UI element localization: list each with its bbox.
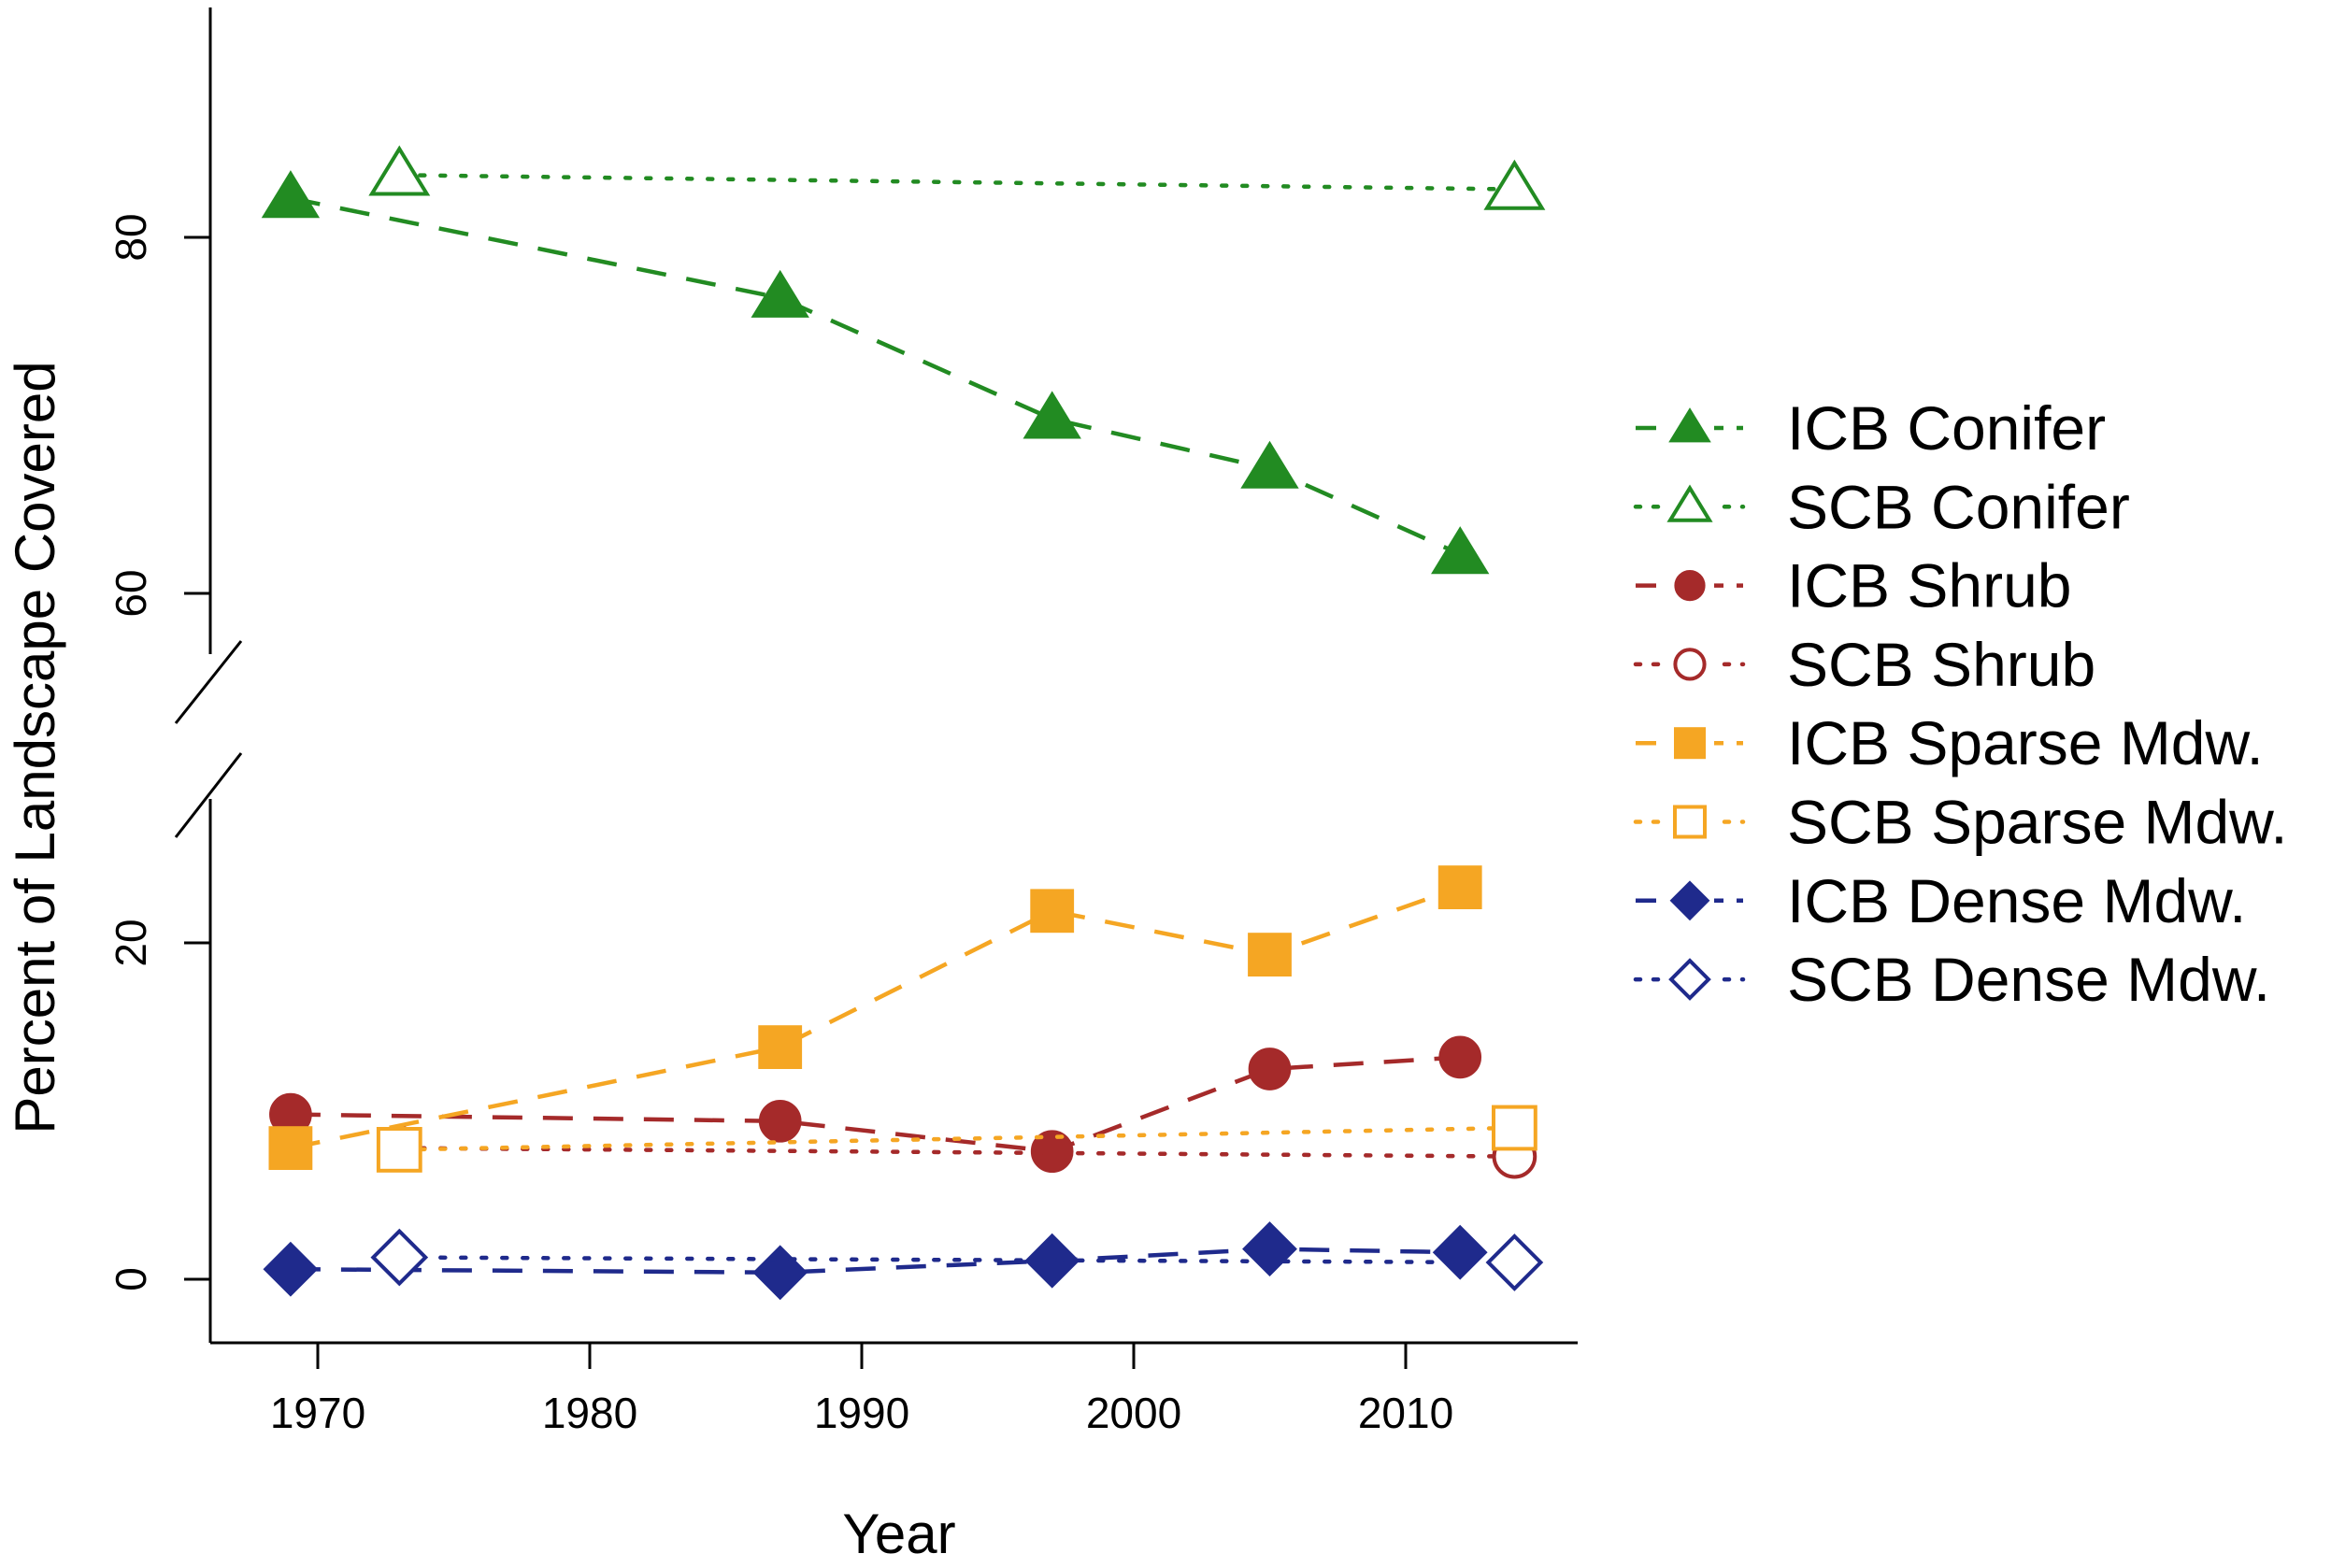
data-point-icb-sparse-mdw: [1248, 933, 1292, 977]
data-point-icb-dense-mdw: [263, 1241, 319, 1297]
legend-label-icb-sparse-mdw: ICB Sparse Mdw.: [1787, 708, 2264, 777]
legend-marker-scb-shrub: [1673, 648, 1707, 681]
data-point-scb-dense-mdw: [1485, 1233, 1544, 1291]
data-point-icb-shrub: [1030, 1130, 1074, 1174]
data-point-icb-dense-mdw: [1432, 1224, 1488, 1280]
x-tick-label: 2000: [1086, 1389, 1181, 1437]
data-point-icb-sparse-mdw: [758, 1025, 803, 1069]
legend-item-scb-dense-mdw: SCB Dense Mdw.: [1633, 945, 2270, 1014]
legend-label-scb-sparse-mdw: SCB Sparse Mdw.: [1787, 788, 2288, 857]
series-icb-shrub: [269, 1035, 1482, 1174]
x-tick-label: 1990: [814, 1389, 909, 1437]
legend-marker-icb-shrub: [1674, 570, 1706, 602]
legend-marker-scb-conifer: [1666, 484, 1713, 522]
legend-label-icb-dense-mdw: ICB Dense Mdw.: [1787, 866, 2247, 935]
data-point-icb-sparse-mdw: [268, 1126, 313, 1170]
x-tick-label: 1970: [270, 1389, 365, 1437]
legend-item-icb-sparse-mdw: ICB Sparse Mdw.: [1636, 708, 2264, 777]
legend-item-icb-shrub: ICB Shrub: [1636, 551, 2071, 620]
y-tick-label: 60: [107, 569, 155, 617]
data-point-scb-dense-mdw: [370, 1228, 429, 1287]
series-scb-dense-mdw: [370, 1228, 1544, 1291]
y-tick-label: 80: [107, 213, 155, 261]
data-point-scb-conifer: [368, 145, 431, 196]
legend-item-scb-conifer: SCB Conifer: [1633, 472, 2130, 541]
legend-label-scb-dense-mdw: SCB Dense Mdw.: [1787, 945, 2270, 1014]
legend-marker-scb-dense-mdw: [1668, 958, 1711, 1001]
legend-marker-icb-dense-mdw: [1669, 880, 1710, 921]
data-point-icb-conifer: [261, 170, 321, 219]
series-scb-shrub: [377, 1125, 1537, 1179]
legend: ICB Conifer SCB Conifer ICB Shrub SCB Shrub…: [1633, 393, 2288, 1014]
series-layer: [261, 145, 1546, 1301]
legend-marker-icb-conifer: [1668, 407, 1711, 443]
data-point-icb-conifer: [1022, 391, 1081, 439]
y-tick-label: 20: [107, 919, 155, 966]
data-point-icb-sparse-mdw: [1437, 865, 1482, 910]
data-point-icb-conifer: [1240, 440, 1299, 489]
legend-marker-icb-sparse-mdw: [1674, 727, 1706, 760]
x-tick-label: 1980: [542, 1389, 637, 1437]
legend-label-icb-conifer: ICB Conifer: [1787, 393, 2106, 463]
data-point-scb-conifer: [1483, 159, 1546, 210]
series-scb-conifer: [368, 145, 1546, 210]
legend-item-icb-conifer: ICB Conifer: [1636, 393, 2106, 463]
legend-label-scb-shrub: SCB Shrub: [1787, 630, 2095, 699]
series-icb-conifer: [261, 170, 1490, 575]
data-point-icb-dense-mdw: [1242, 1221, 1297, 1277]
series-line-icb-sparse-mdw: [290, 885, 1461, 1150]
data-point-icb-shrub: [758, 1099, 802, 1143]
series-line-scb-dense-mdw: [397, 1255, 1517, 1265]
series-scb-sparse-mdw: [376, 1105, 1537, 1173]
axis-break-mark: [174, 752, 243, 838]
data-point-scb-sparse-mdw: [1492, 1105, 1537, 1151]
legend-marker-scb-sparse-mdw: [1673, 805, 1707, 839]
data-point-icb-conifer: [1431, 526, 1490, 575]
x-tick-label: 2010: [1358, 1389, 1453, 1437]
data-point-scb-sparse-mdw: [376, 1127, 422, 1173]
series-line-scb-conifer: [397, 173, 1517, 192]
x-axis-title: Year: [842, 1503, 955, 1565]
legend-item-scb-shrub: SCB Shrub: [1633, 630, 2095, 699]
data-point-icb-dense-mdw: [1024, 1233, 1080, 1289]
y-tick-label: 0: [107, 1267, 155, 1291]
series-line-scb-sparse-mdw: [397, 1125, 1517, 1152]
data-point-icb-sparse-mdw: [1030, 889, 1075, 934]
data-point-icb-conifer: [751, 269, 809, 318]
series-line-icb-conifer: [290, 195, 1462, 557]
legend-label-scb-conifer: SCB Conifer: [1787, 472, 2130, 541]
legend-item-icb-dense-mdw: ICB Dense Mdw.: [1636, 866, 2247, 935]
data-point-icb-shrub: [1248, 1048, 1292, 1090]
axis-break-mark: [174, 640, 243, 724]
y-axis-title: Percent of Landscape Covered: [4, 361, 66, 1133]
legend-item-scb-sparse-mdw: SCB Sparse Mdw.: [1633, 788, 2288, 857]
series-icb-sparse-mdw: [268, 865, 1482, 1170]
axes: 1970 1980 1990 2000 2010 0 20 60 80: [107, 7, 1578, 1437]
data-point-icb-shrub: [1438, 1035, 1482, 1079]
legend-label-icb-shrub: ICB Shrub: [1787, 551, 2071, 620]
data-point-icb-dense-mdw: [752, 1245, 808, 1301]
series-line-scb-shrub: [397, 1146, 1517, 1159]
